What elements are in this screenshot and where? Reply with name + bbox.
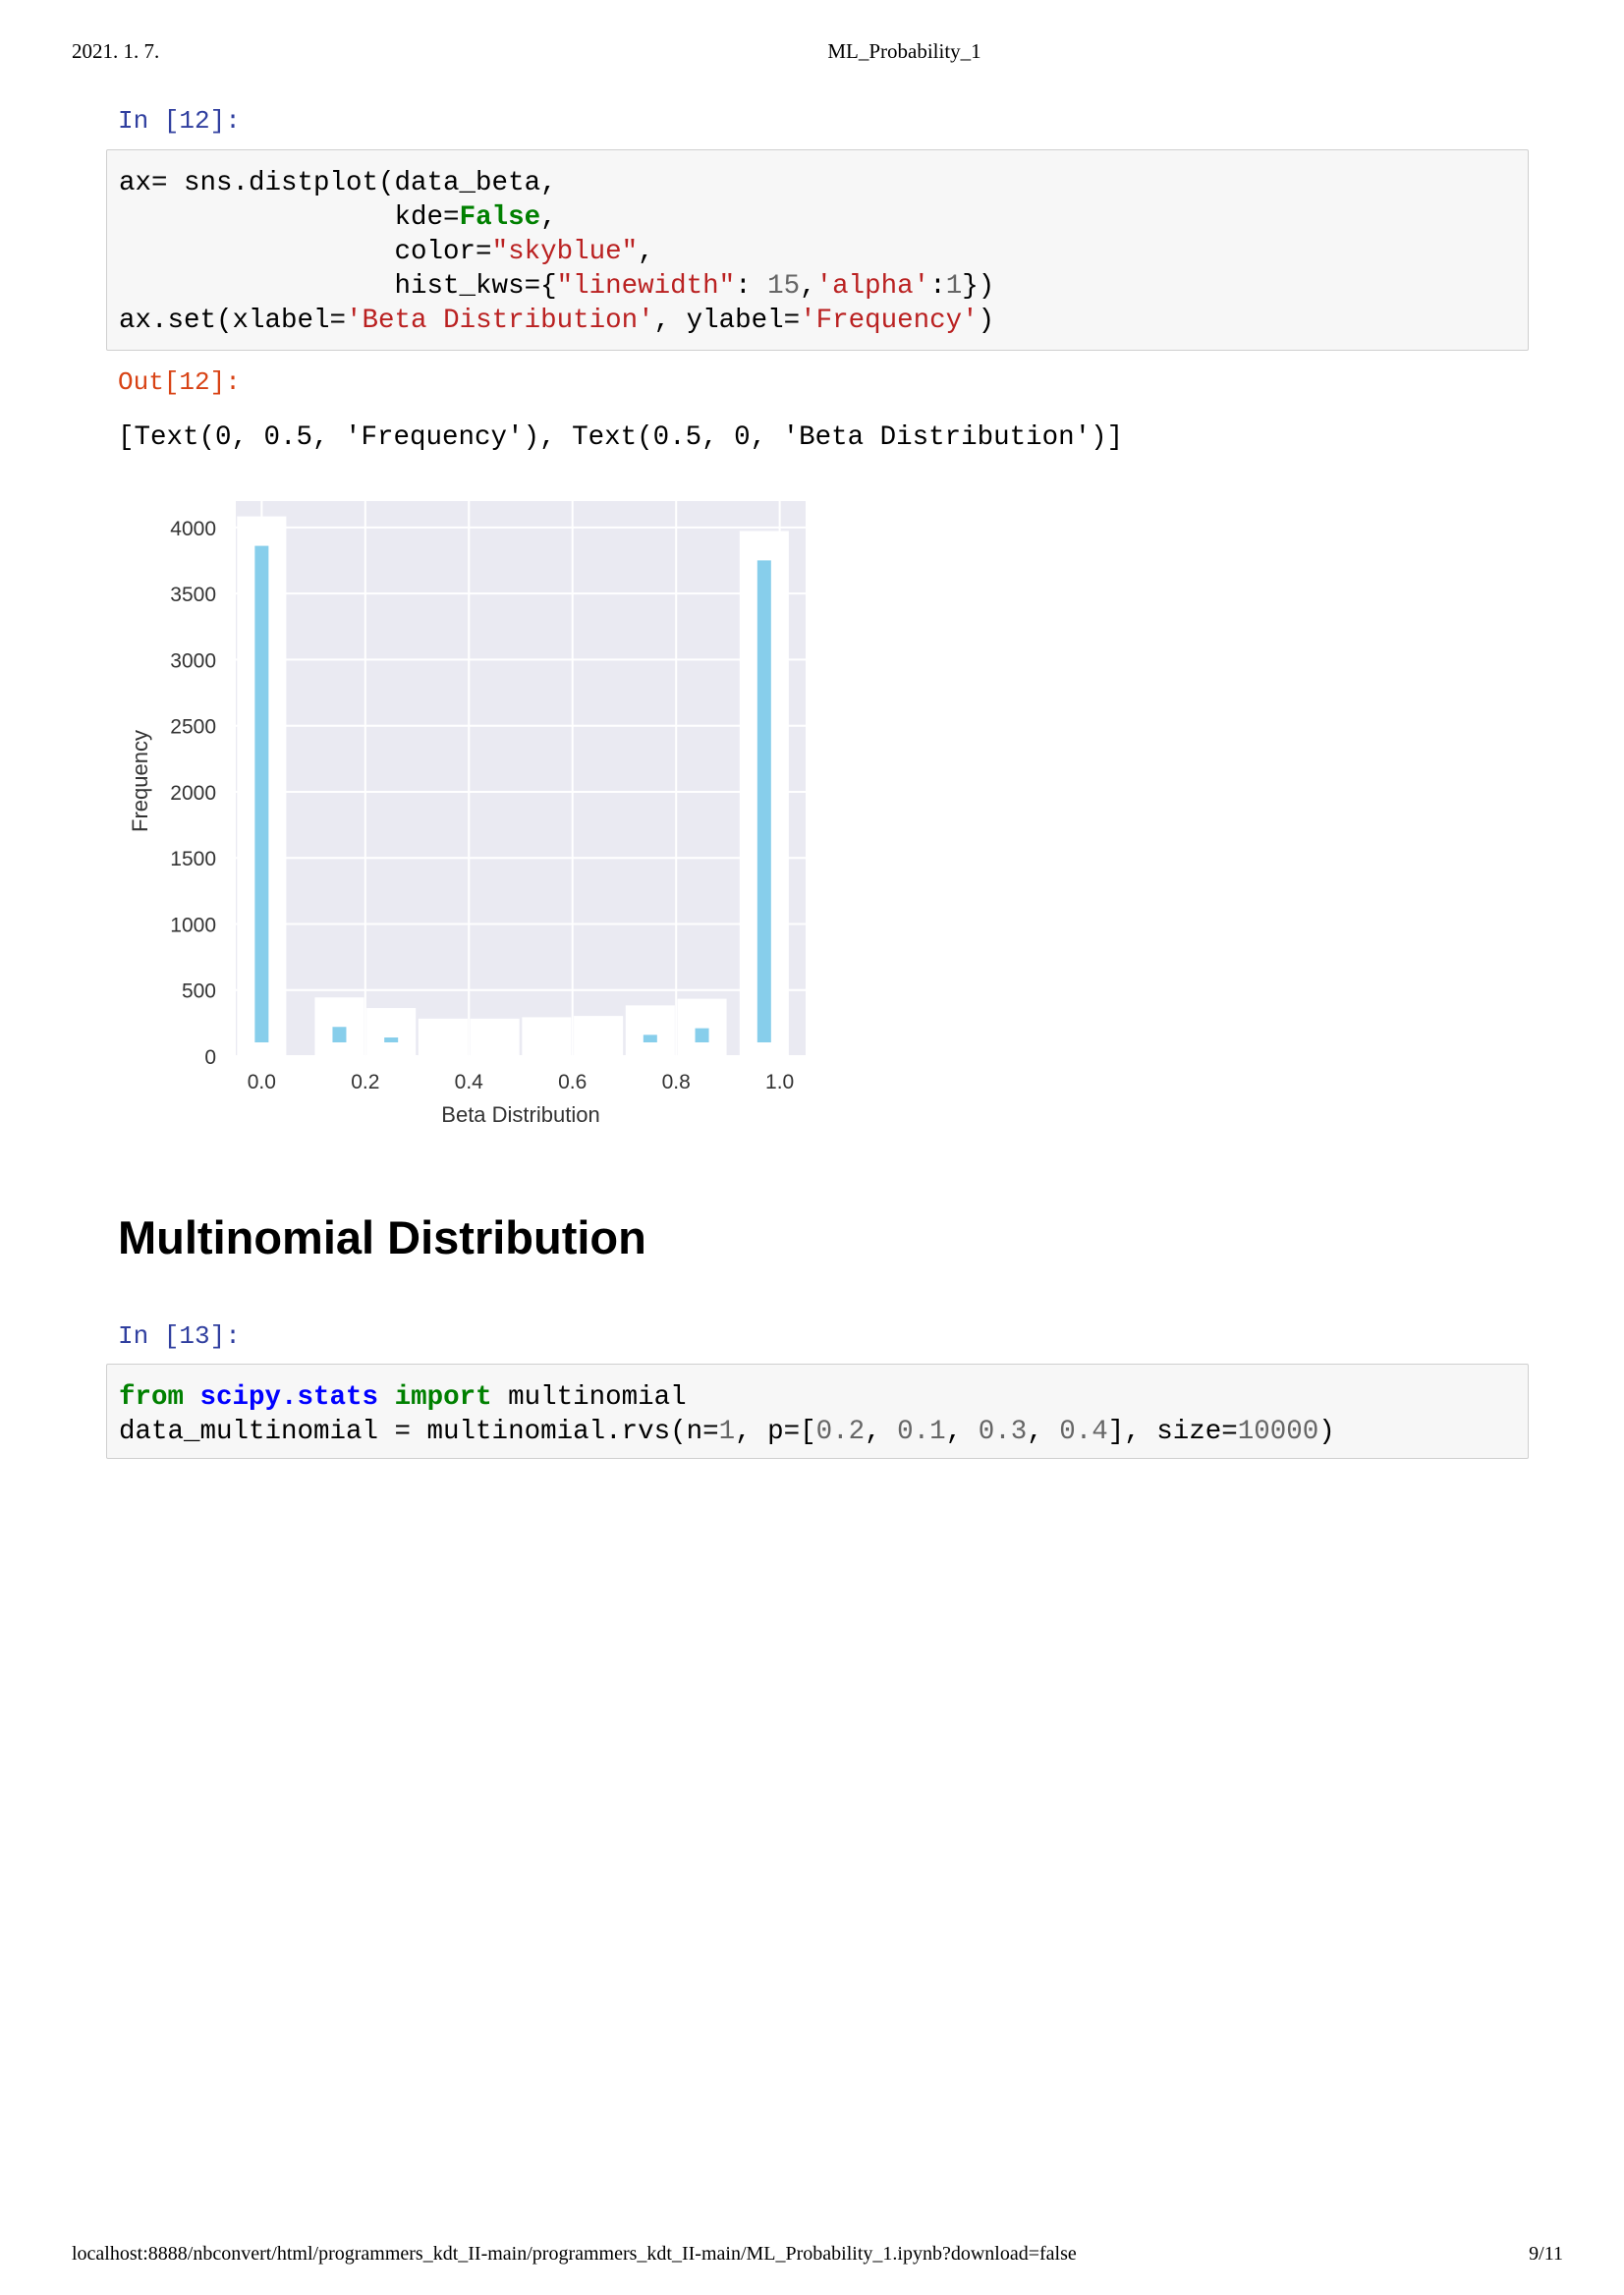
plot-area bbox=[236, 501, 806, 1056]
y-tick-label: 3500 bbox=[170, 584, 216, 606]
input-prompt-12: In [12]: bbox=[118, 106, 241, 136]
output-prompt-12: Out[12]: bbox=[118, 367, 241, 397]
bar-outline bbox=[625, 1005, 675, 1056]
bar bbox=[695, 1028, 709, 1042]
y-tick-label: 3000 bbox=[170, 649, 216, 672]
y-tick-label: 0 bbox=[204, 1046, 216, 1069]
print-title: ML_Probability_1 bbox=[827, 39, 981, 63]
bar bbox=[756, 560, 771, 1042]
print-url: localhost:8888/nbconvert/html/programmer… bbox=[72, 2243, 1077, 2265]
bar bbox=[332, 1027, 347, 1042]
x-tick-label: 0.0 bbox=[248, 1071, 276, 1093]
histogram-chart: 0 500 1000 1500 2000 2500 3000 3500 4000 0.0 0.2 0.… bbox=[128, 501, 806, 1127]
bar-outline bbox=[574, 1016, 624, 1056]
x-tick-label: 0.6 bbox=[558, 1071, 587, 1093]
bar bbox=[384, 1037, 399, 1042]
code-source-12[interactable]: ax= sns.distplot(data_beta, kde=False, c… bbox=[119, 168, 995, 336]
bar-outline bbox=[418, 1018, 468, 1056]
x-axis-label: Beta Distribution bbox=[441, 1102, 599, 1127]
bar bbox=[643, 1035, 657, 1042]
input-prompt-13: In [13]: bbox=[118, 1321, 241, 1351]
code-source-13[interactable]: from scipy.stats import multinomial data… bbox=[119, 1382, 1335, 1447]
y-tick-label: 2000 bbox=[170, 782, 216, 805]
x-tick-label: 0.2 bbox=[351, 1071, 379, 1093]
bar-outline bbox=[470, 1018, 520, 1056]
y-tick-label: 1500 bbox=[170, 848, 216, 870]
bar-outline bbox=[677, 998, 727, 1056]
section-heading: Multinomial Distribution bbox=[118, 1211, 646, 1263]
output-text-12: [Text(0, 0.5, 'Frequency'), Text(0.5, 0,… bbox=[118, 422, 1124, 453]
code-cell-13[interactable]: from scipy.stats import multinomial data… bbox=[106, 1364, 1529, 1459]
code-cell-12[interactable]: ax= sns.distplot(data_beta, kde=False, c… bbox=[106, 149, 1529, 351]
bar bbox=[254, 545, 269, 1042]
x-tick-label: 0.4 bbox=[455, 1071, 484, 1093]
page-number: 9/11 bbox=[1529, 2243, 1563, 2265]
y-tick-label: 1000 bbox=[170, 914, 216, 936]
y-tick-label: 4000 bbox=[170, 518, 216, 540]
bar-outline bbox=[366, 1008, 417, 1056]
x-tick-label: 1.0 bbox=[765, 1071, 794, 1093]
y-axis-label: Frequency bbox=[128, 730, 152, 832]
print-date: 2021. 1. 7. bbox=[72, 39, 160, 63]
y-tick-label: 2500 bbox=[170, 716, 216, 739]
y-tick-label: 500 bbox=[182, 980, 216, 1003]
bar-outline bbox=[522, 1017, 572, 1056]
x-tick-label: 0.8 bbox=[662, 1071, 691, 1093]
bar-outline bbox=[314, 997, 364, 1056]
